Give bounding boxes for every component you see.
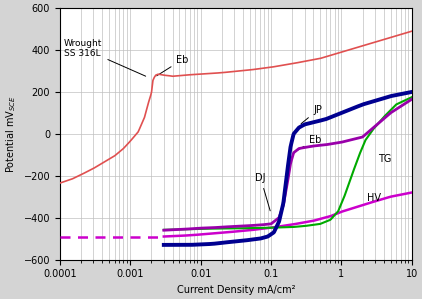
Text: DJ: DJ <box>255 173 270 211</box>
Y-axis label: Potential mV$_{SCE}$: Potential mV$_{SCE}$ <box>4 95 18 173</box>
Text: Eb: Eb <box>298 135 322 150</box>
Text: Wrought
SS 316L: Wrought SS 316L <box>64 39 146 76</box>
Text: HV: HV <box>367 193 381 203</box>
Text: Eb: Eb <box>157 55 189 76</box>
Text: JP: JP <box>301 105 322 124</box>
Text: TG: TG <box>378 154 391 164</box>
X-axis label: Current Density mA/cm²: Current Density mA/cm² <box>176 285 295 295</box>
